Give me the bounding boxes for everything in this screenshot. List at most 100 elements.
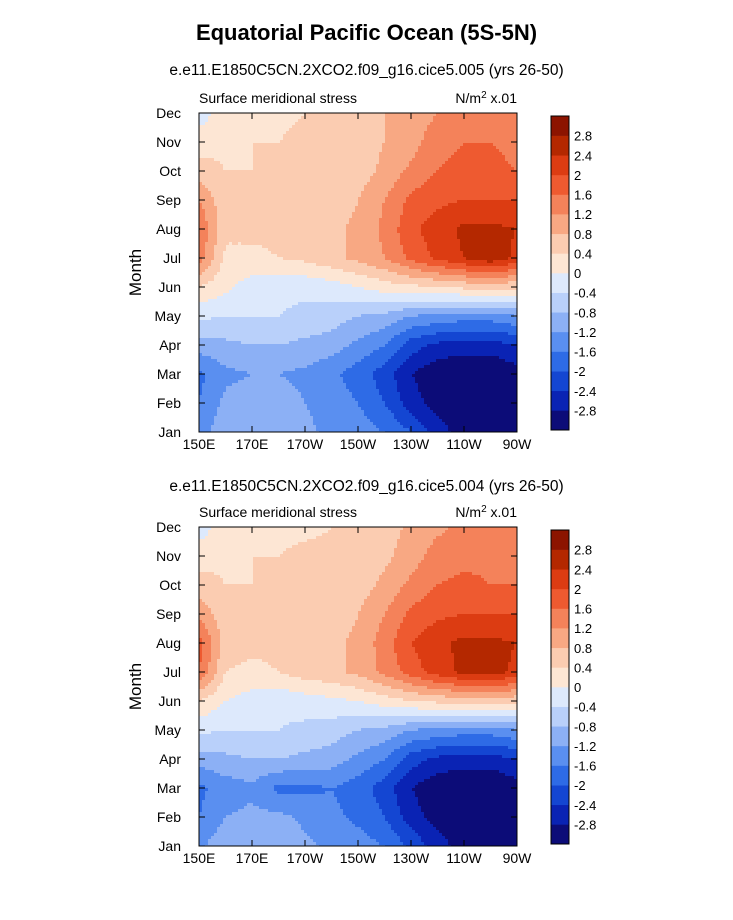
contour-cell	[256, 116, 260, 120]
contour-cell	[376, 185, 380, 189]
contour-cell	[361, 203, 365, 207]
contour-cell	[274, 119, 278, 123]
contour-cell	[280, 125, 284, 129]
contour-cell	[310, 200, 314, 204]
contour-cell	[418, 173, 422, 177]
contour-cell	[430, 233, 434, 237]
contour-cell	[454, 182, 458, 186]
contour-cell	[310, 239, 314, 243]
contour-cell	[250, 173, 254, 177]
contour-cell	[409, 176, 413, 180]
contour-cell	[259, 251, 263, 255]
contour-cell	[295, 242, 299, 246]
contour-cell	[391, 236, 395, 240]
contour-cell	[343, 224, 347, 228]
contour-cell	[289, 134, 293, 138]
contour-cell	[508, 137, 512, 141]
contour-cell	[484, 155, 488, 159]
contour-cell	[442, 155, 446, 159]
contour-cell	[199, 167, 203, 171]
contour-cell	[502, 185, 506, 189]
contour-cell	[361, 251, 365, 255]
contour-cell	[238, 152, 242, 156]
contour-cell	[496, 248, 500, 252]
contour-cell	[238, 212, 242, 216]
contour-cell	[280, 167, 284, 171]
contour-cell	[364, 152, 368, 156]
contour-cell	[232, 113, 236, 117]
contour-cell	[295, 131, 299, 135]
contour-cell	[499, 221, 503, 225]
contour-cell	[259, 185, 263, 189]
contour-cell	[514, 230, 518, 234]
contour-cell	[379, 164, 383, 168]
contour-cell	[430, 152, 434, 156]
contour-cell	[280, 245, 284, 249]
contour-cell	[511, 158, 515, 162]
contour-cell	[223, 209, 227, 213]
contour-cell	[478, 173, 482, 177]
contour-cell	[334, 209, 338, 213]
contour-cell	[406, 212, 410, 216]
contour-cell	[490, 200, 494, 204]
contour-cell	[256, 164, 260, 168]
contour-cell	[457, 230, 461, 234]
contour-cell	[418, 143, 422, 147]
contour-cell	[316, 155, 320, 159]
contour-cell	[514, 233, 518, 237]
contour-cell	[469, 167, 473, 171]
contour-cell	[328, 221, 332, 225]
contour-cell	[301, 206, 305, 210]
contour-cell	[322, 149, 326, 153]
contour-cell	[481, 188, 485, 192]
contour-cell	[241, 170, 245, 174]
contour-cell	[481, 203, 485, 207]
contour-cell	[394, 185, 398, 189]
contour-cell	[238, 200, 242, 204]
contour-cell	[292, 218, 296, 222]
contour-cell	[490, 173, 494, 177]
contour-cell	[220, 176, 224, 180]
contour-cell	[367, 245, 371, 249]
contour-cell	[265, 167, 269, 171]
contour-cell	[502, 176, 506, 180]
contour-cell	[247, 206, 251, 210]
contour-cell	[364, 212, 368, 216]
contour-cell	[307, 212, 311, 216]
contour-cell	[511, 230, 515, 234]
contour-cell	[319, 197, 323, 201]
contour-cell	[394, 245, 398, 249]
contour-cell	[355, 119, 359, 123]
contour-cell	[487, 191, 491, 195]
contour-cell	[241, 224, 245, 228]
contour-cell	[268, 227, 272, 231]
contour-cell	[217, 197, 221, 201]
contour-cell	[367, 224, 371, 228]
contour-cell	[310, 227, 314, 231]
contour-cell	[214, 239, 218, 243]
contour-cell	[277, 182, 281, 186]
contour-cell	[286, 170, 290, 174]
contour-cell	[439, 146, 443, 150]
contour-cell	[325, 149, 329, 153]
contour-cell	[451, 152, 455, 156]
contour-cell	[508, 194, 512, 198]
contour-cell	[301, 224, 305, 228]
contour-cell	[445, 188, 449, 192]
contour-cell	[319, 188, 323, 192]
contour-cell	[367, 146, 371, 150]
contour-cell	[334, 182, 338, 186]
contour-cell	[244, 134, 248, 138]
contour-cell	[205, 230, 209, 234]
contour-cell	[481, 182, 485, 186]
contour-cell	[466, 248, 470, 252]
contour-cell	[343, 248, 347, 252]
contour-cell	[289, 221, 293, 225]
contour-cell	[271, 236, 275, 240]
contour-cell	[289, 164, 293, 168]
contour-cell	[397, 146, 401, 150]
contour-cell	[466, 197, 470, 201]
contour-cell	[313, 203, 317, 207]
contour-cell	[457, 119, 461, 123]
contour-cell	[217, 140, 221, 144]
